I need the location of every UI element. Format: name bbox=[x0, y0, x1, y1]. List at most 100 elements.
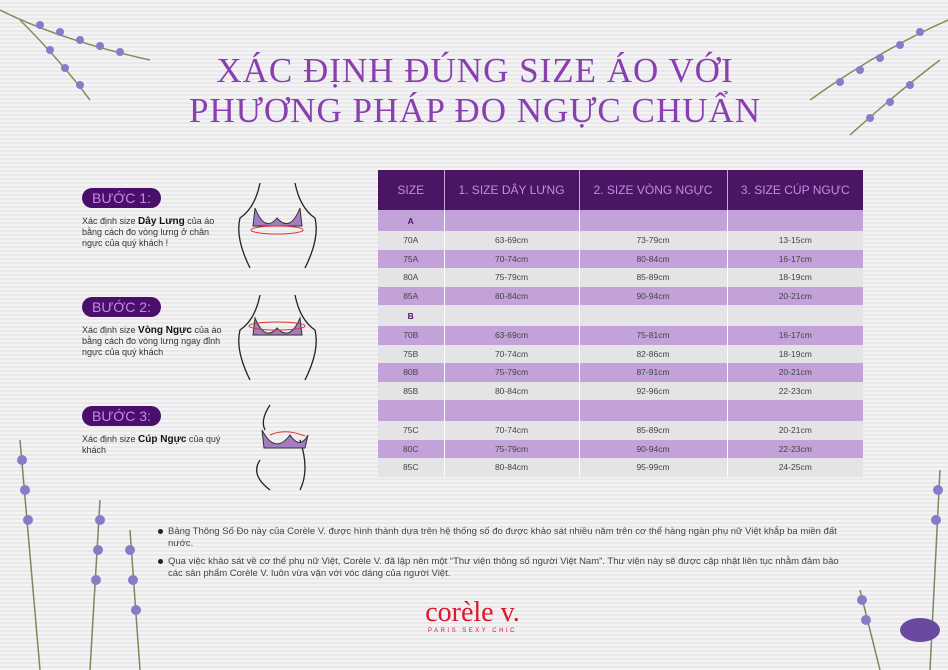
step-3: BƯỚC 3: Xác định size Cúp Ngực của quý k… bbox=[82, 406, 232, 456]
table-cell bbox=[443, 305, 579, 326]
table-cell: 70-74cm bbox=[443, 249, 579, 268]
step-1-badge: BƯỚC 1: bbox=[82, 188, 161, 208]
table-cell: A bbox=[378, 210, 444, 231]
lavender-decoration-bottom-left bbox=[17, 439, 141, 670]
table-group-row bbox=[378, 400, 863, 421]
table-cell: 95-99cm bbox=[578, 458, 727, 477]
table-cell: 20-21cm bbox=[726, 286, 863, 305]
table-group-row: B bbox=[378, 305, 863, 326]
brand-logo: corèle v. PARIS SEXY CHIC bbox=[395, 597, 550, 635]
table-cell: 80B bbox=[378, 363, 444, 382]
table-cell: 63-69cm bbox=[443, 326, 579, 345]
table-cell bbox=[443, 210, 579, 231]
table-cell: 70-74cm bbox=[443, 344, 579, 363]
step-2: BƯỚC 2: Xác định size Vòng Ngực của áo b… bbox=[82, 297, 232, 358]
table-cell: 70B bbox=[378, 326, 444, 345]
table-cell: 70-74cm bbox=[443, 421, 579, 440]
table-cell: 90-94cm bbox=[578, 439, 727, 458]
notes-list: Bảng Thông Số Đo này của Corèle V. được … bbox=[158, 526, 848, 586]
table-cell: 85-89cm bbox=[578, 268, 727, 287]
note-item: Qua việc khảo sát về cơ thể phụ nữ Việt,… bbox=[158, 556, 848, 580]
logo-tagline: PARIS SEXY CHIC bbox=[428, 628, 517, 634]
table-row: 70A 63-69cm 73-79cm 13-15cm bbox=[378, 231, 863, 250]
table-row: 75C 70-74cm 85-89cm 20-21cm bbox=[378, 421, 863, 440]
table-cell: B bbox=[378, 305, 444, 326]
table-row: 75A 70-74cm 80-84cm 16-17cm bbox=[378, 249, 863, 268]
table-cell: 90-94cm bbox=[578, 286, 727, 305]
table-cell: 18-19cm bbox=[726, 268, 863, 287]
table-cell bbox=[726, 210, 863, 231]
lavender-decoration-top-left bbox=[0, 9, 151, 101]
table-cell: 85A bbox=[378, 286, 444, 305]
table-row: 85C 80-84cm 95-99cm 24-25cm bbox=[378, 458, 863, 477]
table-cell: 63-69cm bbox=[443, 231, 579, 250]
table-row: 80A 75-79cm 85-89cm 18-19cm bbox=[378, 268, 863, 287]
table-row: 85B 80-84cm 92-96cm 22-23cm bbox=[378, 381, 863, 400]
header-size: SIZE bbox=[378, 170, 444, 210]
step-3-badge: BƯỚC 3: bbox=[82, 406, 161, 426]
measure-underbust-illustration bbox=[238, 182, 317, 269]
table-cell: 24-25cm bbox=[726, 458, 863, 477]
table-cell bbox=[726, 400, 863, 421]
step-1: BƯỚC 1: Xác định size Dây Lưng của áo bằ… bbox=[82, 188, 232, 249]
table-cell: 80-84cm bbox=[443, 381, 579, 400]
page-title-line-1: XÁC ĐỊNH ĐÚNG SIZE ÁO VỚI bbox=[216, 51, 734, 90]
table-cell bbox=[443, 400, 579, 421]
header-cup: 3. SIZE CÚP NGỰC bbox=[726, 170, 863, 210]
table-cell: 80C bbox=[378, 439, 444, 458]
table-cell: 16-17cm bbox=[726, 249, 863, 268]
table-cell: 85-89cm bbox=[578, 421, 727, 440]
table-group-row: A bbox=[378, 210, 863, 231]
table-cell: 13-15cm bbox=[726, 231, 863, 250]
table-cell bbox=[726, 305, 863, 326]
step-3-text: Xác định size Cúp Ngực của quý khách bbox=[82, 434, 221, 455]
step-1-text: Xác định size Dây Lưng của áo bằng cách … bbox=[82, 216, 215, 248]
step-2-text: Xác định size Vòng Ngực của áo bằng cách… bbox=[82, 325, 222, 357]
table-cell: 20-21cm bbox=[726, 421, 863, 440]
table-cell: 92-96cm bbox=[578, 381, 727, 400]
table-cell: 70A bbox=[378, 231, 444, 250]
step-2-badge: BƯỚC 2: bbox=[82, 297, 161, 317]
table-cell: 82-86cm bbox=[578, 344, 727, 363]
table-cell: 80-84cm bbox=[443, 458, 579, 477]
table-header-row: SIZE 1. SIZE DÂY LƯNG 2. SIZE VÒNG NGỰC … bbox=[378, 170, 863, 210]
lavender-decoration-bottom-right bbox=[857, 469, 943, 670]
table-cell bbox=[378, 400, 444, 421]
lavender-decoration-top-right bbox=[809, 19, 948, 136]
table-cell: 18-19cm bbox=[726, 344, 863, 363]
table-cell: 75C bbox=[378, 421, 444, 440]
table-cell: 85B bbox=[378, 381, 444, 400]
table-cell: 75A bbox=[378, 249, 444, 268]
table-cell: 80-84cm bbox=[578, 249, 727, 268]
table-cell bbox=[578, 400, 727, 421]
page-title-line-2: PHƯƠNG PHÁP ĐO NGỰC CHUẨN bbox=[189, 91, 761, 130]
table-row: 80B 75-79cm 87-91cm 20-21cm bbox=[378, 363, 863, 382]
table-cell: 80A bbox=[378, 268, 444, 287]
table-row: 75B 70-74cm 82-86cm 18-19cm bbox=[378, 344, 863, 363]
measure-cup-illustration bbox=[256, 404, 309, 491]
table-cell: 80-84cm bbox=[443, 286, 579, 305]
table-cell: 75B bbox=[378, 344, 444, 363]
table-row: 80C 75-79cm 90-94cm 22-23cm bbox=[378, 439, 863, 458]
logo-name: corèle v. bbox=[425, 597, 520, 628]
header-band: 1. SIZE DÂY LƯNG bbox=[443, 170, 579, 210]
table-cell: 85C bbox=[378, 458, 444, 477]
table-cell: 75-79cm bbox=[443, 363, 579, 382]
table-row: 70B 63-69cm 75-81cm 16-17cm bbox=[378, 326, 863, 345]
table-cell: 73-79cm bbox=[578, 231, 727, 250]
table-cell: 22-23cm bbox=[726, 439, 863, 458]
table-cell: 75-79cm bbox=[443, 268, 579, 287]
header-bust: 2. SIZE VÒNG NGỰC bbox=[578, 170, 727, 210]
table-cell: 75-81cm bbox=[578, 326, 727, 345]
table-cell: 87-91cm bbox=[578, 363, 727, 382]
table-cell: 16-17cm bbox=[726, 326, 863, 345]
size-chart-table: SIZE 1. SIZE DÂY LƯNG 2. SIZE VÒNG NGỰC … bbox=[378, 170, 863, 477]
table-cell: 22-23cm bbox=[726, 381, 863, 400]
table-cell bbox=[578, 210, 727, 231]
note-item: Bảng Thông Số Đo này của Corèle V. được … bbox=[158, 526, 848, 550]
measure-bust-illustration bbox=[238, 294, 317, 381]
table-cell: 75-79cm bbox=[443, 439, 579, 458]
table-cell: 20-21cm bbox=[726, 363, 863, 382]
table-cell bbox=[578, 305, 727, 326]
table-row: 85A 80-84cm 90-94cm 20-21cm bbox=[378, 286, 863, 305]
